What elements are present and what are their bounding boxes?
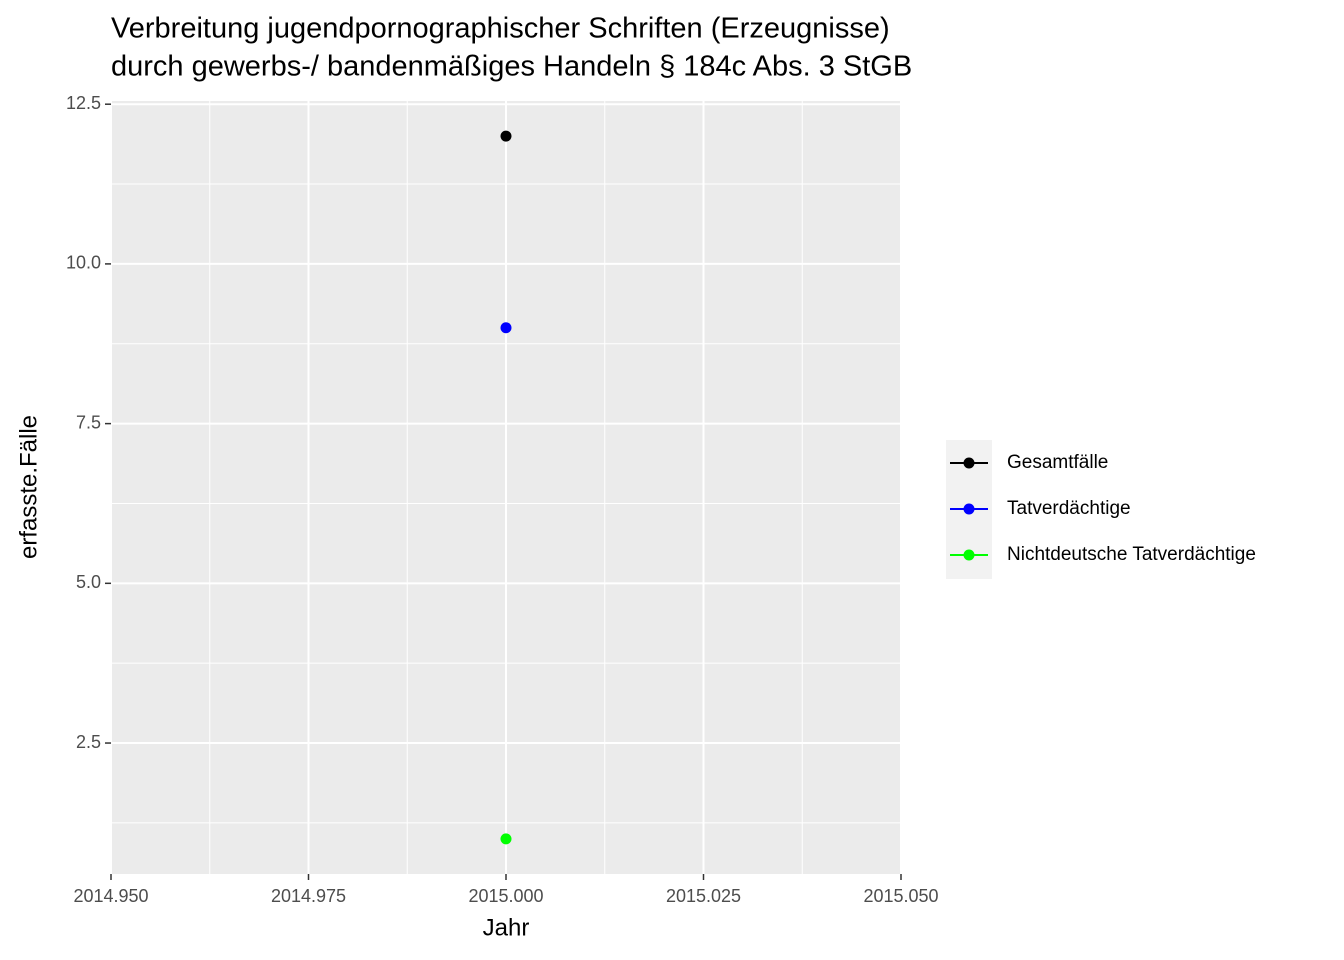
x-tick-label: 2015.000 [468,886,543,906]
x-tick-label: 2015.025 [666,886,741,906]
y-tick-label: 12.5 [66,93,101,113]
chart-title: durch gewerbs-/ bandenmäßiges Handeln § … [111,51,912,83]
x-axis-label: Jahr [483,914,530,941]
y-axis-label: erfasste.Fälle [15,415,42,559]
y-tick-label: 10.0 [66,253,101,273]
point [500,833,512,845]
legend-label: Tatverdächtige [1007,498,1131,519]
y-tick-label: 7.5 [76,412,101,432]
x-tick-label: 2014.950 [73,886,148,906]
y-tick-label: 2.5 [76,732,101,752]
y-tick-label: 5.0 [76,572,101,592]
chart-title: Verbreitung jugendpornographischer Schri… [111,13,890,45]
legend-label: Nichtdeutsche Tatverdächtige [1007,544,1256,565]
legend-label: Gesamtfälle [1007,452,1108,473]
legend-marker [963,457,975,469]
point [500,130,512,142]
x-tick-label: 2014.975 [271,886,346,906]
x-tick-label: 2015.050 [863,886,938,906]
point [500,322,512,334]
legend-marker [963,503,975,515]
legend-marker [963,549,975,561]
